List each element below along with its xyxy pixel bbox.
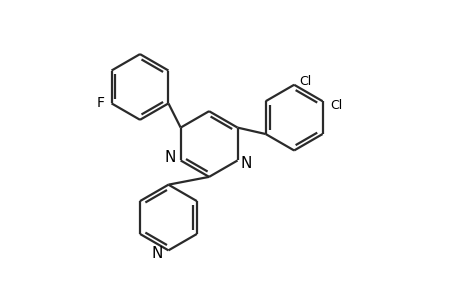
Text: N: N [164, 150, 175, 165]
Text: F: F [96, 96, 104, 110]
Text: N: N [240, 156, 252, 171]
Text: N: N [151, 246, 162, 261]
Text: Cl: Cl [329, 100, 341, 112]
Text: Cl: Cl [298, 75, 310, 88]
